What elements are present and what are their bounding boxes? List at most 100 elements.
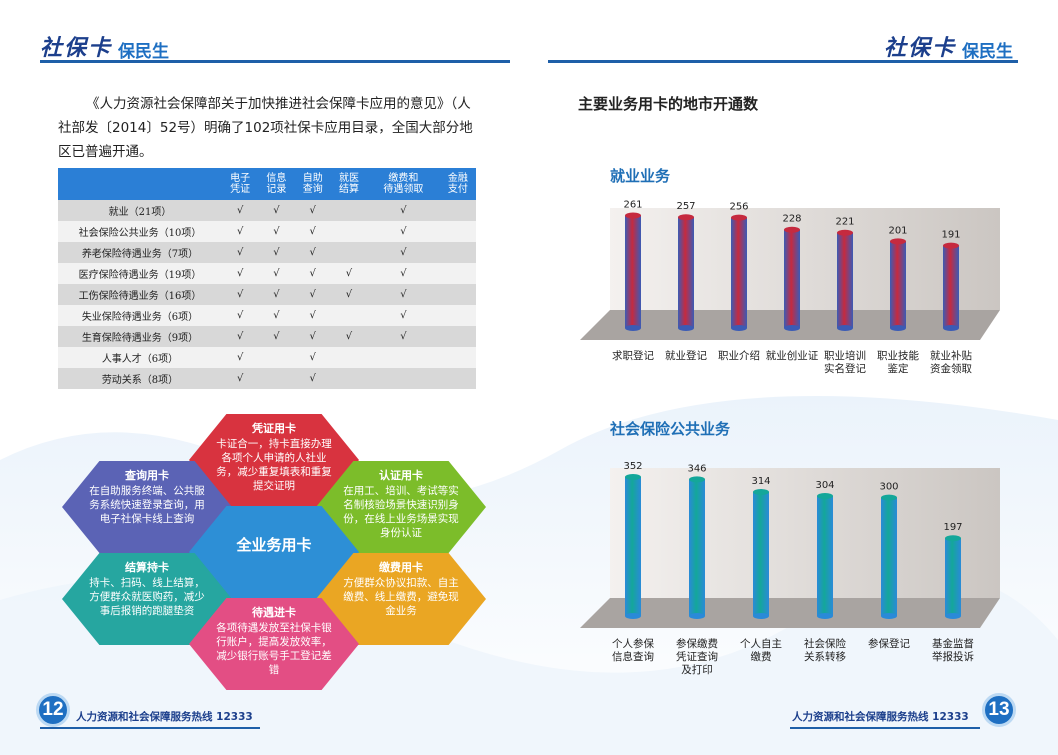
footer-line-left [40,727,260,729]
table-check-cell [439,284,476,305]
hex-query: 查询用卡 在自助服务终端、公共服务系统快速登录查询，用电子社保卡线上查询 [62,461,232,553]
hex-title: 查询用卡 [125,469,169,482]
logo-script: 社保卡 [40,35,113,61]
table-row: 人事人才（6项） √ √ [58,347,476,368]
chart-bar-base [625,325,641,331]
table-check-cell: √ [294,200,331,221]
chart-category-label: 及打印 [681,663,713,676]
chart-category-label: 实名登记 [824,362,866,375]
chart-category-label: 鉴定 [888,362,909,375]
table-check-cell: √ [330,263,368,284]
chart-category-label: 个人参保 [612,637,654,650]
table-row: 养老保险待遇业务（7项） √ √ √ √ [58,242,476,263]
table-check-cell [330,368,368,389]
chart-data-label: 346 [687,463,706,474]
table-check-cell [330,242,368,263]
chart-category-label: 求职登记 [612,349,654,362]
chart-bar [678,217,694,328]
chart-bar-base [890,325,906,331]
footer-hotline-right: 人力资源和社会保障服务热线 12333 [792,710,969,723]
chart-bar [881,497,897,616]
table-row: 劳动关系（8项） √ √ [58,368,476,389]
logo-right: 社保卡 保民生 [884,28,1013,62]
chart-bar [753,492,769,616]
chart-category-label: 基金监督 [932,637,974,650]
chart-data-label: 257 [676,201,695,212]
chart-back-wall [610,208,1000,310]
table-row: 生育保险待遇业务（9项） √ √ √ √ √ [58,326,476,347]
table-row-name: 养老保险待遇业务（7项） [58,242,222,263]
intro-paragraph: 《人力资源社会保障部关于加快推进社会保障卡应用的意见》（人社部发〔2014〕52… [58,96,473,160]
chart-bar [731,217,747,328]
chart-category-label: 职业介绍 [718,349,760,362]
table-header-text: 结算 [338,184,359,195]
table-row: 就业（21项） √ √ √ √ [58,200,476,221]
hex-title: 凭证用卡 [252,422,296,435]
chart-category-label: 社会保险 [804,637,846,650]
table-check-cell: √ [222,326,259,347]
chart-category-label: 参保缴费 [676,637,718,650]
page-number-left: 12 [36,693,70,727]
table-check-cell [330,221,368,242]
chart-data-label: 256 [729,202,748,213]
chart-bar-base [625,613,641,619]
chart-bar [625,215,641,328]
chart-bar-base [943,325,959,331]
chart-data-label: 352 [623,461,642,472]
chart-category-label: 就业登记 [665,349,707,362]
table-check-cell: √ [294,326,331,347]
chart-bar-base [678,325,694,331]
table-check-cell [439,200,476,221]
table-row: 失业保险待遇业务（6项） √ √ √ √ [58,305,476,326]
hex-text: 方便群众协议扣款、自主缴费、线上缴费，避免现金业务 [343,577,459,617]
table-header-text: 信息 [266,173,287,184]
table-check-cell: √ [258,263,295,284]
table-check-cell: √ [367,242,440,263]
chart-bar-base [731,325,747,331]
chart-bar-cap [731,214,747,221]
chart-data-label: 191 [941,230,960,241]
chart-back-wall [610,468,1000,598]
table-header-text: 凭证 [230,184,251,195]
chart-data-label: 201 [888,225,907,236]
table-check-cell: √ [367,305,440,326]
table-row-name: 生育保险待遇业务（9项） [58,326,222,347]
table-row-name: 失业保险待遇业务（6项） [58,305,222,326]
table-check-cell [439,368,476,389]
table-header-cell: 自助 查询 [294,168,331,200]
table-check-cell: √ [222,221,259,242]
chart-category-label: 参保登记 [868,637,910,650]
footer-hotline-left: 人力资源和社会保障服务热线 12333 [76,710,253,723]
table-header-text: 电子 [230,173,251,184]
table-check-cell [367,368,440,389]
table-row-name: 社会保险公共业务（10项） [58,221,222,242]
table-check-cell: √ [222,284,259,305]
chart-employment: 261 求职登记 257 就业登记 256 职业介绍 228 就业创业证 221 职业培训实名登记… [580,200,1000,375]
table-row-name: 劳动关系（8项） [58,368,222,389]
chart-category-label: 就业补贴 [930,349,972,362]
logo-script: 社保卡 [884,35,957,61]
chart-bar-cap [784,226,800,233]
table-check-cell: √ [258,305,295,326]
section-title: 主要业务用卡的地市开通数 [578,95,759,113]
chart-category-label: 关系转移 [804,650,846,663]
chart-data-label: 300 [879,482,898,493]
header-line-left [40,60,510,63]
hex-title: 认证用卡 [379,469,423,482]
chart-bar [817,496,833,616]
logo-sub: 保民生 [118,42,170,61]
table-check-cell: √ [367,284,440,305]
table-check-cell: √ [222,305,259,326]
table-check-cell: √ [258,326,295,347]
chart-category-label: 信息查询 [612,650,654,663]
page-number-right: 13 [982,693,1016,727]
chart-category-label: 个人自主 [740,637,782,650]
table-header-text: 金融 [447,173,468,184]
chart-bar-base [837,325,853,331]
chart-floor [580,598,1000,628]
table-check-cell [330,200,368,221]
table-check-cell: √ [258,200,295,221]
table-check-cell [439,347,476,368]
table-header-cell: 电子 凭证 [222,168,259,200]
table-row-name: 就业（21项） [58,200,222,221]
